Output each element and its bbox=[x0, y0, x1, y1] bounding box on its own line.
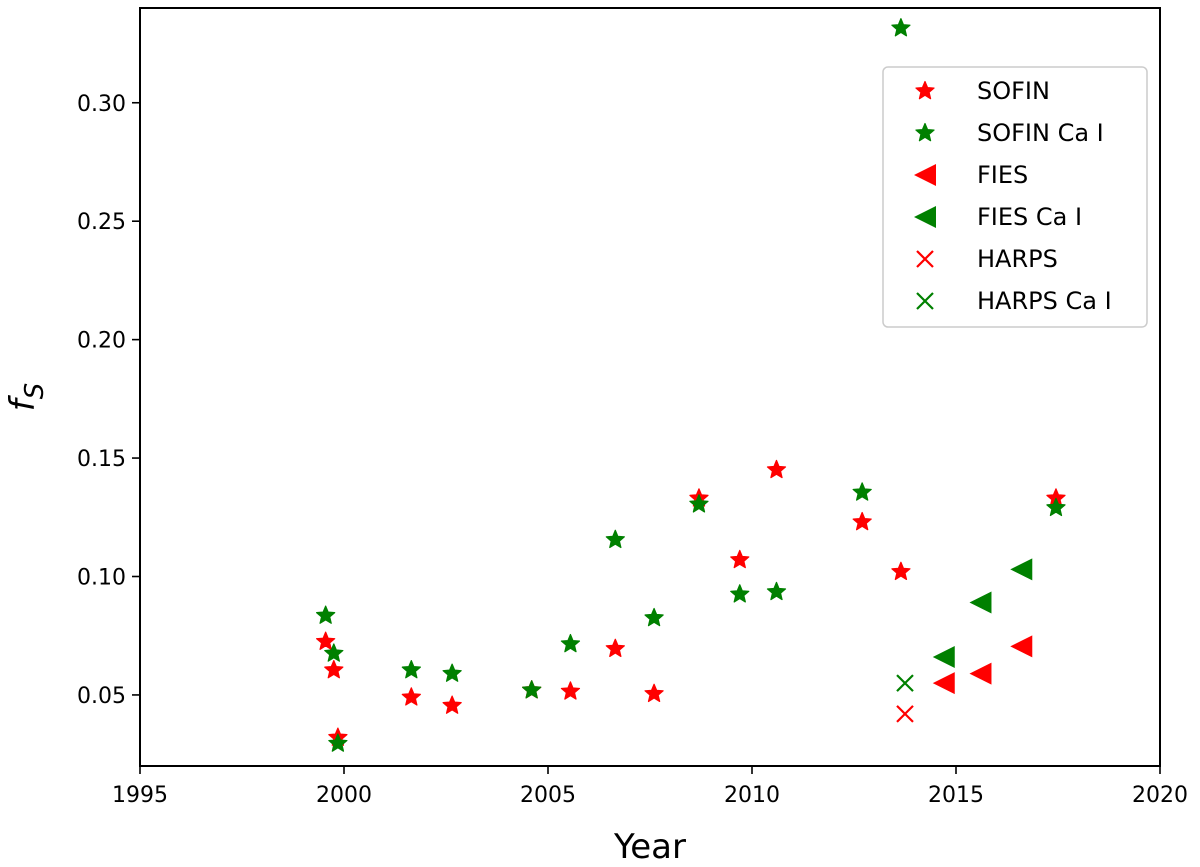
y-tick-label: 0.30 bbox=[77, 92, 126, 117]
data-point bbox=[730, 584, 750, 603]
data-point bbox=[401, 687, 421, 706]
data-point bbox=[324, 643, 344, 662]
legend-marker bbox=[916, 292, 934, 310]
data-point bbox=[891, 561, 911, 581]
data-point bbox=[316, 631, 336, 650]
data-point bbox=[969, 591, 992, 614]
data-point bbox=[766, 459, 787, 479]
legend-box bbox=[882, 66, 1148, 328]
legend: SOFIN SOFIN Ca I FIES FIES Ca I HARPS HARPS C… bbox=[882, 66, 1148, 328]
data-point bbox=[969, 662, 992, 685]
x-tick-label: 2005 bbox=[520, 783, 576, 808]
legend-label: FIES Ca I bbox=[977, 203, 1082, 231]
data-point bbox=[316, 605, 336, 624]
y-axis-label: fS bbox=[3, 383, 50, 412]
data-point bbox=[891, 18, 911, 37]
data-point bbox=[560, 681, 581, 700]
x-tick-label: 2020 bbox=[1132, 783, 1188, 808]
data-point bbox=[644, 683, 664, 703]
data-point bbox=[328, 733, 348, 752]
data-point bbox=[1046, 497, 1066, 517]
y-tick-label: 0.20 bbox=[77, 329, 126, 354]
y-tick-label: 0.05 bbox=[77, 684, 126, 709]
legend-marker bbox=[915, 122, 935, 142]
x-tick-label: 1995 bbox=[112, 783, 168, 808]
y-axis-label-sub: S bbox=[20, 383, 50, 400]
data-point bbox=[605, 529, 625, 549]
data-point bbox=[689, 494, 709, 513]
x-axis-label: Year bbox=[613, 827, 686, 867]
y-tick-label: 0.25 bbox=[77, 210, 126, 235]
series-fies bbox=[932, 635, 1033, 695]
data-point bbox=[896, 705, 914, 723]
data-point bbox=[442, 663, 462, 682]
data-point bbox=[560, 633, 581, 653]
data-point bbox=[932, 672, 955, 695]
legend-marker bbox=[916, 250, 934, 268]
chart-marks bbox=[316, 18, 1066, 752]
data-point bbox=[896, 674, 914, 692]
y-tick-label: 0.15 bbox=[77, 447, 126, 472]
data-point bbox=[766, 581, 787, 601]
data-point bbox=[852, 482, 872, 501]
series-sofin-ca-i bbox=[316, 18, 1066, 752]
data-point bbox=[932, 646, 955, 669]
legend-marker bbox=[915, 80, 935, 100]
data-point bbox=[852, 511, 872, 531]
series-fies-ca-i bbox=[932, 558, 1033, 669]
series-harps-ca-i bbox=[896, 674, 914, 692]
data-point bbox=[730, 549, 750, 569]
data-point bbox=[644, 607, 664, 627]
legend-marker bbox=[914, 164, 936, 186]
data-point bbox=[605, 638, 625, 658]
data-point bbox=[401, 659, 421, 679]
x-tick-label: 2010 bbox=[724, 783, 780, 808]
data-point bbox=[442, 695, 462, 714]
x-tick-label: 2000 bbox=[316, 783, 372, 808]
legend-item: SOFIN Ca I bbox=[915, 119, 1104, 147]
legend-marker bbox=[914, 206, 936, 228]
legend-label: HARPS Ca I bbox=[977, 287, 1112, 315]
series-sofin bbox=[316, 459, 1066, 746]
plot-frame bbox=[139, 7, 1161, 767]
x-tick-label: 2015 bbox=[928, 783, 984, 808]
legend-item: FIES Ca I bbox=[914, 203, 1082, 231]
legend-item: SOFIN bbox=[915, 77, 1050, 105]
legend-label: SOFIN bbox=[977, 77, 1050, 105]
legend-item: HARPS Ca I bbox=[916, 287, 1112, 315]
data-point bbox=[522, 680, 542, 699]
chart-ticks: 1995 2000 2005 2010 2015 2020 0.05 0.10 0.15 0.20… bbox=[77, 92, 1188, 808]
axis-labels: Year fS bbox=[3, 383, 686, 867]
legend-item: FIES bbox=[914, 161, 1028, 189]
legend-label: SOFIN Ca I bbox=[977, 119, 1104, 147]
data-point bbox=[1010, 635, 1033, 658]
legend-label: FIES bbox=[977, 161, 1028, 189]
y-tick-label: 0.10 bbox=[77, 566, 126, 591]
series-harps bbox=[896, 705, 914, 723]
data-point bbox=[1010, 558, 1033, 581]
legend-item: HARPS bbox=[916, 245, 1058, 273]
legend-label: HARPS bbox=[977, 245, 1058, 273]
data-point bbox=[324, 659, 344, 679]
